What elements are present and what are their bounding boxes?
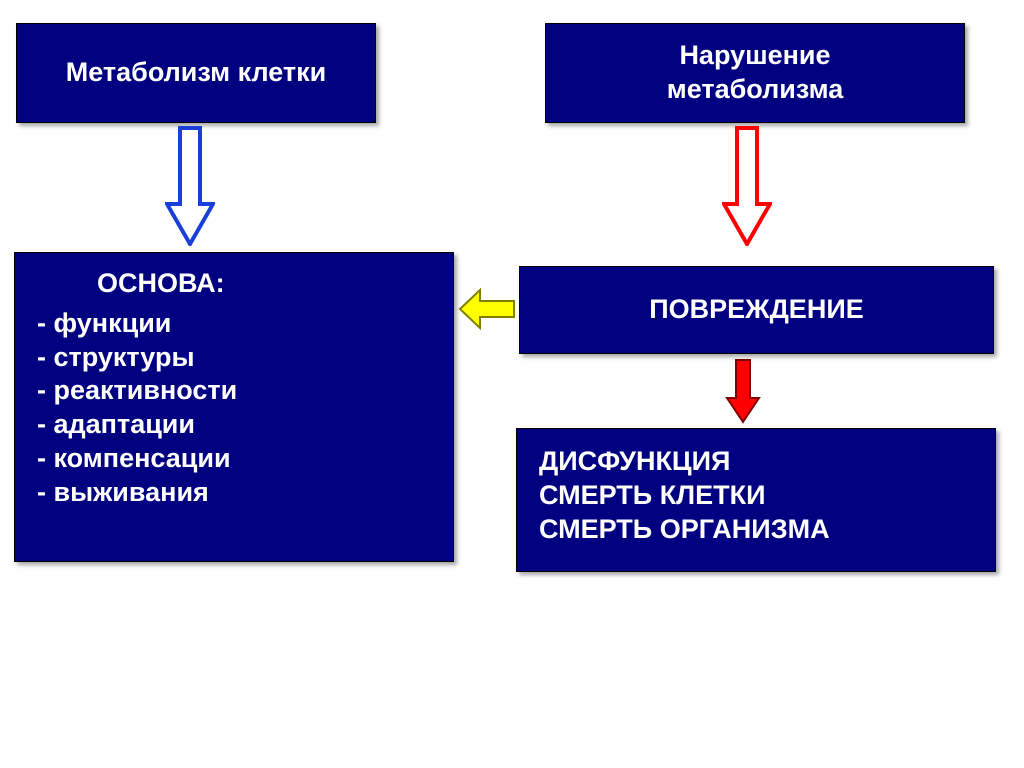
node-basis-item-2: - реактивности <box>37 374 431 408</box>
node-basis-item-5: - выживания <box>37 476 431 510</box>
node-disorder-line1: Нарушение <box>679 39 830 73</box>
node-basis-item-4: - компенсации <box>37 442 431 476</box>
node-basis-item-0: - функции <box>37 307 431 341</box>
arrow-red-down-2 <box>725 358 761 424</box>
node-basis-title: ОСНОВА: <box>97 268 225 298</box>
node-basis-item-1: - структуры <box>37 341 431 375</box>
node-basis: ОСНОВА: - функции - структуры - реактивн… <box>14 252 454 562</box>
diagram-canvas: Метаболизм клетки Нарушение метаболизма … <box>0 0 1024 768</box>
node-metabolism: Метаболизм клетки <box>16 23 376 123</box>
node-damage: ПОВРЕЖДЕНИЕ <box>519 266 994 354</box>
arrow-yellow-left <box>458 288 516 330</box>
node-dysfunction-line1: ДИСФУНКЦИЯ <box>539 445 973 479</box>
node-dysfunction-line2: СМЕРТЬ КЛЕТКИ <box>539 479 973 513</box>
node-dysfunction: ДИСФУНКЦИЯ СМЕРТЬ КЛЕТКИ СМЕРТЬ ОРГАНИЗМ… <box>516 428 996 572</box>
node-basis-item-3: - адаптации <box>37 408 431 442</box>
node-dysfunction-line3: СМЕРТЬ ОРГАНИЗМА <box>539 513 973 547</box>
arrow-red-down-1 <box>722 126 772 246</box>
node-damage-text: ПОВРЕЖДЕНИЕ <box>649 293 863 327</box>
node-disorder: Нарушение метаболизма <box>545 23 965 123</box>
node-disorder-line2: метаболизма <box>667 73 844 107</box>
arrow-blue-down <box>165 126 215 246</box>
node-metabolism-text: Метаболизм клетки <box>66 56 327 90</box>
